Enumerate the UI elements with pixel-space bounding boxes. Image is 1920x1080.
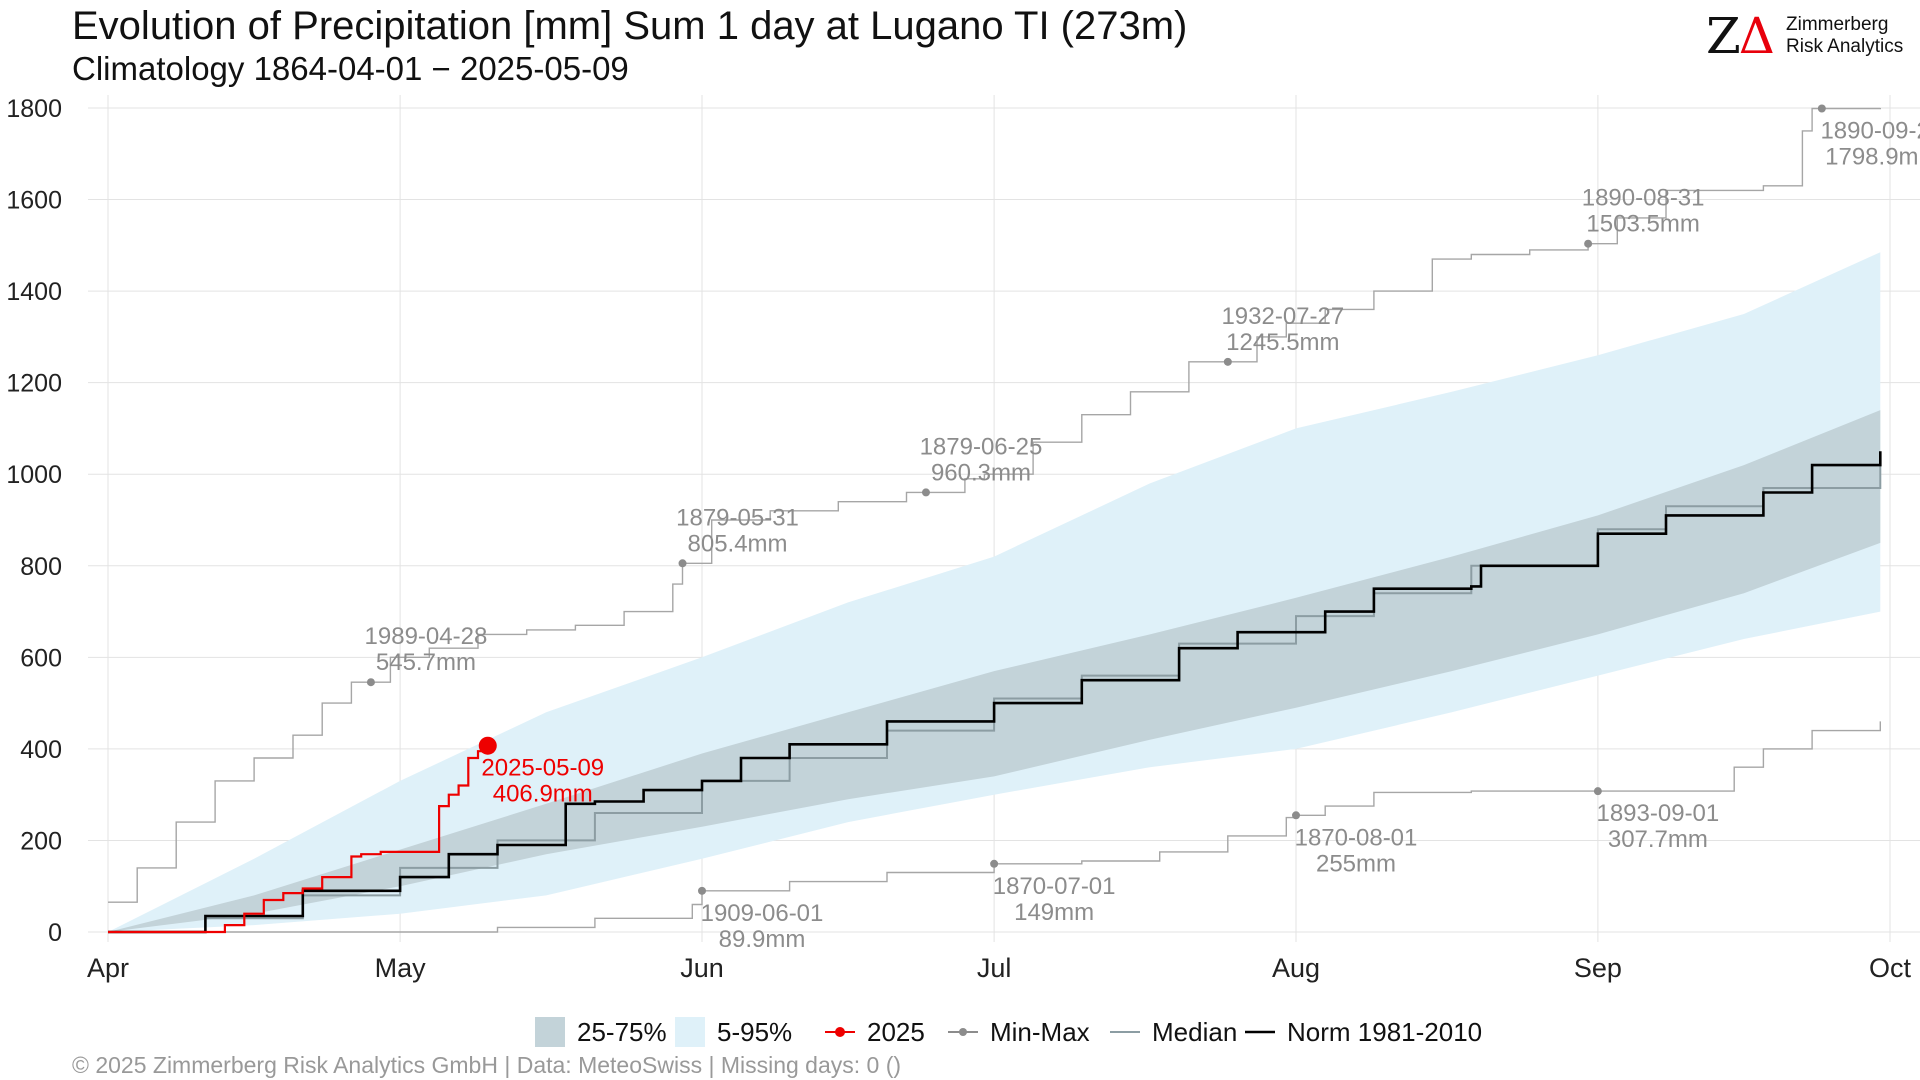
annotation-value: 307.7mm xyxy=(1608,826,1708,853)
annotation-date: 1879-06-25 xyxy=(920,433,1043,460)
chart-title: Evolution of Precipitation [mm] Sum 1 da… xyxy=(72,4,1188,48)
legend-item: 5-95% xyxy=(675,1015,792,1049)
legend-label: Median xyxy=(1152,1016,1238,1047)
record-marker xyxy=(990,859,999,868)
annotation-value: 89.9mm xyxy=(719,926,806,953)
annotation-date: 1909-06-01 xyxy=(701,900,824,927)
legend-key xyxy=(1110,1017,1140,1047)
legend-key xyxy=(1245,1017,1275,1047)
y-tick-label: 1600 xyxy=(6,187,62,215)
norm-line xyxy=(108,451,1882,934)
legend-label: Min-Max xyxy=(990,1016,1090,1047)
legend-item: Min-Max xyxy=(948,1015,1090,1049)
legend-key xyxy=(535,1017,565,1047)
annotation-value: 1245.5mm xyxy=(1226,329,1339,356)
minmax-max-line xyxy=(108,107,1881,903)
record-marker xyxy=(1584,239,1593,248)
record-marker xyxy=(1223,357,1232,366)
legend-item: Norm 1981-2010 xyxy=(1245,1015,1482,1049)
annotation-value: 1503.5mm xyxy=(1586,211,1699,238)
annotation-value: 406.9mm xyxy=(493,781,593,808)
x-tick-label: Oct xyxy=(1869,953,1912,983)
legend-key xyxy=(825,1017,855,1047)
footer-credit: © 2025 Zimmerberg Risk Analytics GmbH | … xyxy=(72,1052,902,1078)
legend-item: Median xyxy=(1110,1015,1237,1049)
y-tick-label: 1800 xyxy=(6,95,62,123)
annotation-value: 960.3mm xyxy=(931,459,1031,486)
y-tick-label: 800 xyxy=(20,553,62,581)
legend-label: 25-75% xyxy=(577,1016,667,1047)
annotation-date: 1893-09-01 xyxy=(1596,800,1719,827)
median-line xyxy=(108,462,1882,933)
annotation-value: 805.4mm xyxy=(688,530,788,557)
annotation-date: 1890-09-24 xyxy=(1820,118,1920,145)
legend-item: 2025 xyxy=(825,1015,925,1049)
zimmerberg-logo: ZΔ Zimmerberg Risk Analytics xyxy=(1706,10,1906,62)
band-5-95 xyxy=(108,252,1881,932)
x-tick-label: Jun xyxy=(680,953,724,983)
series-lines xyxy=(108,107,1882,934)
chart-subtitle: Climatology 1864-04-01 − 2025-05-09 xyxy=(72,50,629,87)
legend-key xyxy=(948,1017,978,1047)
y-tick-label: 1400 xyxy=(6,278,62,306)
annotation-value: 545.7mm xyxy=(376,649,476,676)
annotation-value: 149mm xyxy=(1014,899,1094,926)
annotation-date: 1890-08-31 xyxy=(1582,185,1705,212)
x-tick-label: Aug xyxy=(1272,953,1320,983)
y-tick-label: 400 xyxy=(20,736,62,764)
legend-label: 5-95% xyxy=(717,1016,793,1047)
annotation-value: 255mm xyxy=(1316,850,1396,877)
record-marker xyxy=(1593,787,1602,796)
record-marker xyxy=(698,886,706,895)
annotation-date: 1879-05-31 xyxy=(676,504,799,531)
y-tick-label: 0 xyxy=(48,919,62,947)
legend-item: 25-75% xyxy=(535,1015,667,1049)
x-tick-label: Sep xyxy=(1574,953,1622,983)
record-marker xyxy=(678,559,687,568)
current-year-marker xyxy=(478,736,497,755)
chart-legend: 25-75% 5-95% 2025 Min-Max Median Norm 1981-20… xyxy=(0,1015,1920,1049)
annotation-date: 1870-07-01 xyxy=(993,873,1116,900)
record-marker xyxy=(1292,811,1300,820)
legend-key xyxy=(675,1017,705,1047)
annotation-date: 2025-05-09 xyxy=(481,755,604,782)
record-marker xyxy=(366,678,375,687)
y-tick-label: 1000 xyxy=(6,461,62,489)
annotation-date: 1932-07-27 xyxy=(1221,303,1344,330)
y-tick-label: 200 xyxy=(20,827,62,855)
x-tick-label: Apr xyxy=(87,953,129,983)
y-tick-label: 1200 xyxy=(6,370,62,398)
legend-label: 2025 xyxy=(867,1016,925,1047)
y-tick-label: 600 xyxy=(20,644,62,672)
bands xyxy=(108,252,1881,933)
logo-mark: ZΔ xyxy=(1706,7,1775,65)
axes: 0 200 400 600 800 1000 1200 1400 1600 1800 Apr May J… xyxy=(6,95,1911,983)
annotation-date: 1870-08-01 xyxy=(1295,824,1418,851)
annotation-date: 1989-04-28 xyxy=(365,623,488,650)
record-marker xyxy=(921,488,930,497)
logo-text: Zimmerberg Risk Analytics xyxy=(1786,14,1904,57)
minmax-min-line xyxy=(108,721,1881,933)
annotation-value: 1798.9mm xyxy=(1825,144,1920,171)
x-tick-label: Jul xyxy=(977,953,1012,983)
record-marker xyxy=(1817,104,1826,113)
x-tick-label: May xyxy=(375,953,427,983)
legend-label: Norm 1981-2010 xyxy=(1287,1016,1483,1047)
current-year-line xyxy=(108,745,489,934)
